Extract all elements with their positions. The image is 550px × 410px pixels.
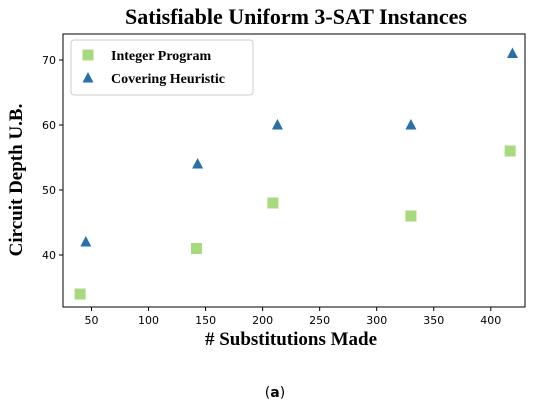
integer-program-point: [190, 243, 202, 254]
legend-label: Covering Heuristic: [111, 72, 225, 87]
integer-program-point: [405, 210, 417, 222]
legend-marker: [82, 72, 94, 83]
integer-program-point: [267, 197, 279, 209]
x-tick-label: 100: [138, 314, 159, 327]
covering-heuristic-point: [192, 158, 204, 169]
covering-heuristic-point: [80, 236, 92, 247]
x-tick-label: 50: [85, 314, 99, 327]
chart-title: Satisfiable Uniform 3-SAT Instances: [125, 4, 467, 29]
x-axis-label: # Substitutions Made: [205, 329, 377, 350]
y-tick-label: 50: [42, 184, 56, 197]
y-tick-label: 70: [42, 54, 56, 67]
covering-heuristic-point: [405, 119, 417, 130]
x-tick-label: 200: [252, 314, 273, 327]
x-tick-label: 150: [195, 314, 216, 327]
covering-heuristic-point: [506, 47, 518, 58]
legend-marker: [82, 49, 94, 61]
covering-heuristic-point: [271, 119, 283, 130]
y-tick-label: 60: [42, 119, 56, 132]
y-axis-label: Circuit Depth U.B.: [6, 104, 27, 257]
figure-caption: (a): [0, 385, 550, 401]
plot-area: 50 100 150 200 250 300 350 400 40 50 60 70 Integer P…: [42, 33, 526, 327]
y-tick-label: 40: [42, 249, 56, 262]
x-tick-label: 350: [423, 314, 444, 327]
caption-open: (: [264, 385, 271, 401]
integer-program-point: [504, 145, 516, 157]
integer-program-point: [74, 288, 86, 300]
scatter-chart: Satisfiable Uniform 3-SAT Instances 50 10…: [6, 4, 526, 350]
x-tick-label: 250: [309, 314, 330, 327]
x-tick-label: 300: [366, 314, 387, 327]
caption-close: ): [279, 385, 286, 401]
legend-label: Integer Program: [111, 49, 212, 64]
x-tick-label: 400: [480, 314, 501, 327]
caption-letter: a: [270, 385, 280, 401]
legend-box: [70, 39, 254, 96]
plot-frame: [62, 33, 526, 308]
